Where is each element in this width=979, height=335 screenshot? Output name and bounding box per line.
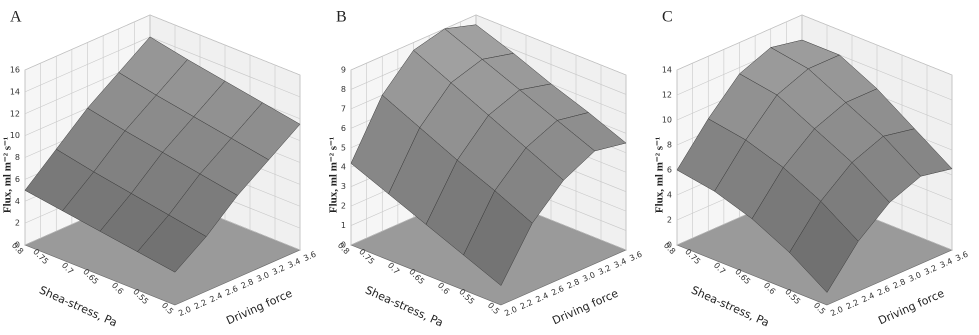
y-tick-label: 0.8	[10, 241, 25, 256]
z-tick-label: 14	[10, 87, 20, 96]
z-tick-label: 5	[341, 143, 346, 152]
z-tick-label: 7	[341, 104, 346, 113]
x-tick-label: 2.6	[876, 284, 891, 297]
z-tick-label: 12	[662, 91, 672, 100]
x-tick-label: 3.6	[954, 250, 969, 263]
y-axis-title: Shea-stress, Pa	[37, 284, 119, 330]
z-tick-label: 2	[667, 216, 672, 225]
x-tick-label: 3.6	[628, 250, 643, 263]
z-tick-label: 8	[15, 153, 20, 162]
x-tick-label: 2.0	[503, 305, 518, 318]
z-tick-label: 6	[341, 124, 346, 133]
z-tick-label: 8	[341, 85, 346, 94]
panel: 0 2 4 6 8 10 12 14 16 2.02.22.42.62.83.03.23.43.6…	[2, 9, 318, 330]
x-tick-label: 3.0	[581, 270, 596, 283]
z-tick-label: 14	[662, 66, 672, 75]
z-tick-label: 6	[667, 166, 672, 175]
x-tick-label: 3.2	[597, 263, 612, 276]
x-tick-label: 2.4	[860, 291, 875, 304]
x-tick-label: 2.4	[208, 291, 223, 304]
panel-label: A	[10, 9, 22, 26]
x-tick-label: 3.4	[613, 257, 628, 270]
x-tick-label: 3.4	[939, 257, 954, 270]
z-tick-label: 8	[667, 141, 672, 150]
z-tick-label: 9	[341, 66, 346, 75]
z-axis-title: Flux, ml m⁻² s⁻¹	[2, 137, 14, 213]
x-tick-label: 3.0	[907, 270, 922, 283]
z-tick-label: 16	[10, 66, 20, 75]
z-tick-label: 3	[341, 182, 346, 191]
z-tick-label: 2	[15, 219, 20, 228]
surface-patch	[789, 200, 859, 293]
x-tick-label: 2.6	[550, 284, 565, 297]
x-tick-label: 2.2	[193, 298, 208, 311]
z-tick-label: 0	[15, 241, 20, 250]
z-tick-label: 6	[15, 175, 20, 184]
x-tick-label: 2.2	[519, 298, 534, 311]
z-tick-label: 10	[662, 116, 672, 125]
y-axis-title: Shea-stress, Pa	[689, 284, 771, 330]
surface-patch	[463, 190, 533, 286]
z-tick-label: 4	[667, 191, 672, 200]
x-tick-label: 3.4	[287, 257, 302, 270]
x-tick-label: 2.0	[829, 305, 844, 318]
z-tick-label: 10	[10, 131, 20, 140]
panel-label: B	[336, 9, 347, 26]
z-tick-label: 4	[15, 197, 20, 206]
x-tick-label: 2.6	[224, 284, 239, 297]
y-tick-label: 0.8	[336, 241, 351, 256]
z-tick-label: 12	[10, 109, 20, 118]
panel: 0 2 4 6 8 10 12 14 2.02.22.42.62.83.03.23.43.6 0.…	[654, 9, 970, 330]
x-tick-label: 3.2	[271, 263, 286, 276]
x-tick-label: 2.0	[177, 305, 192, 318]
z-tick-label: 4	[341, 163, 346, 172]
z-axis-title: Flux, ml m⁻² s⁻¹	[654, 137, 666, 213]
surface-patch	[137, 214, 207, 273]
x-tick-label: 2.2	[845, 298, 860, 311]
panel-label: C	[662, 9, 673, 26]
x-tick-label: 2.4	[534, 291, 549, 304]
x-tick-label: 2.8	[892, 277, 907, 290]
x-tick-label: 3.6	[302, 250, 317, 263]
z-axis-title: Flux, ml m⁻² s⁻¹	[328, 137, 340, 213]
y-axis-title: Shea-stress, Pa	[363, 284, 445, 330]
x-tick-label: 3.2	[923, 263, 938, 276]
y-tick-label: 0.8	[662, 241, 677, 256]
panel: 01234567892.02.22.42.62.83.03.23.43.60.5…	[328, 9, 644, 330]
z-tick-label: 2	[341, 202, 346, 211]
x-tick-label: 2.8	[240, 277, 255, 290]
x-tick-label: 2.8	[566, 277, 581, 290]
x-tick-label: 3.0	[255, 270, 270, 283]
z-tick-label: 0	[667, 241, 672, 250]
z-tick-label: 0	[341, 241, 346, 250]
z-tick-label: 1	[341, 221, 346, 230]
